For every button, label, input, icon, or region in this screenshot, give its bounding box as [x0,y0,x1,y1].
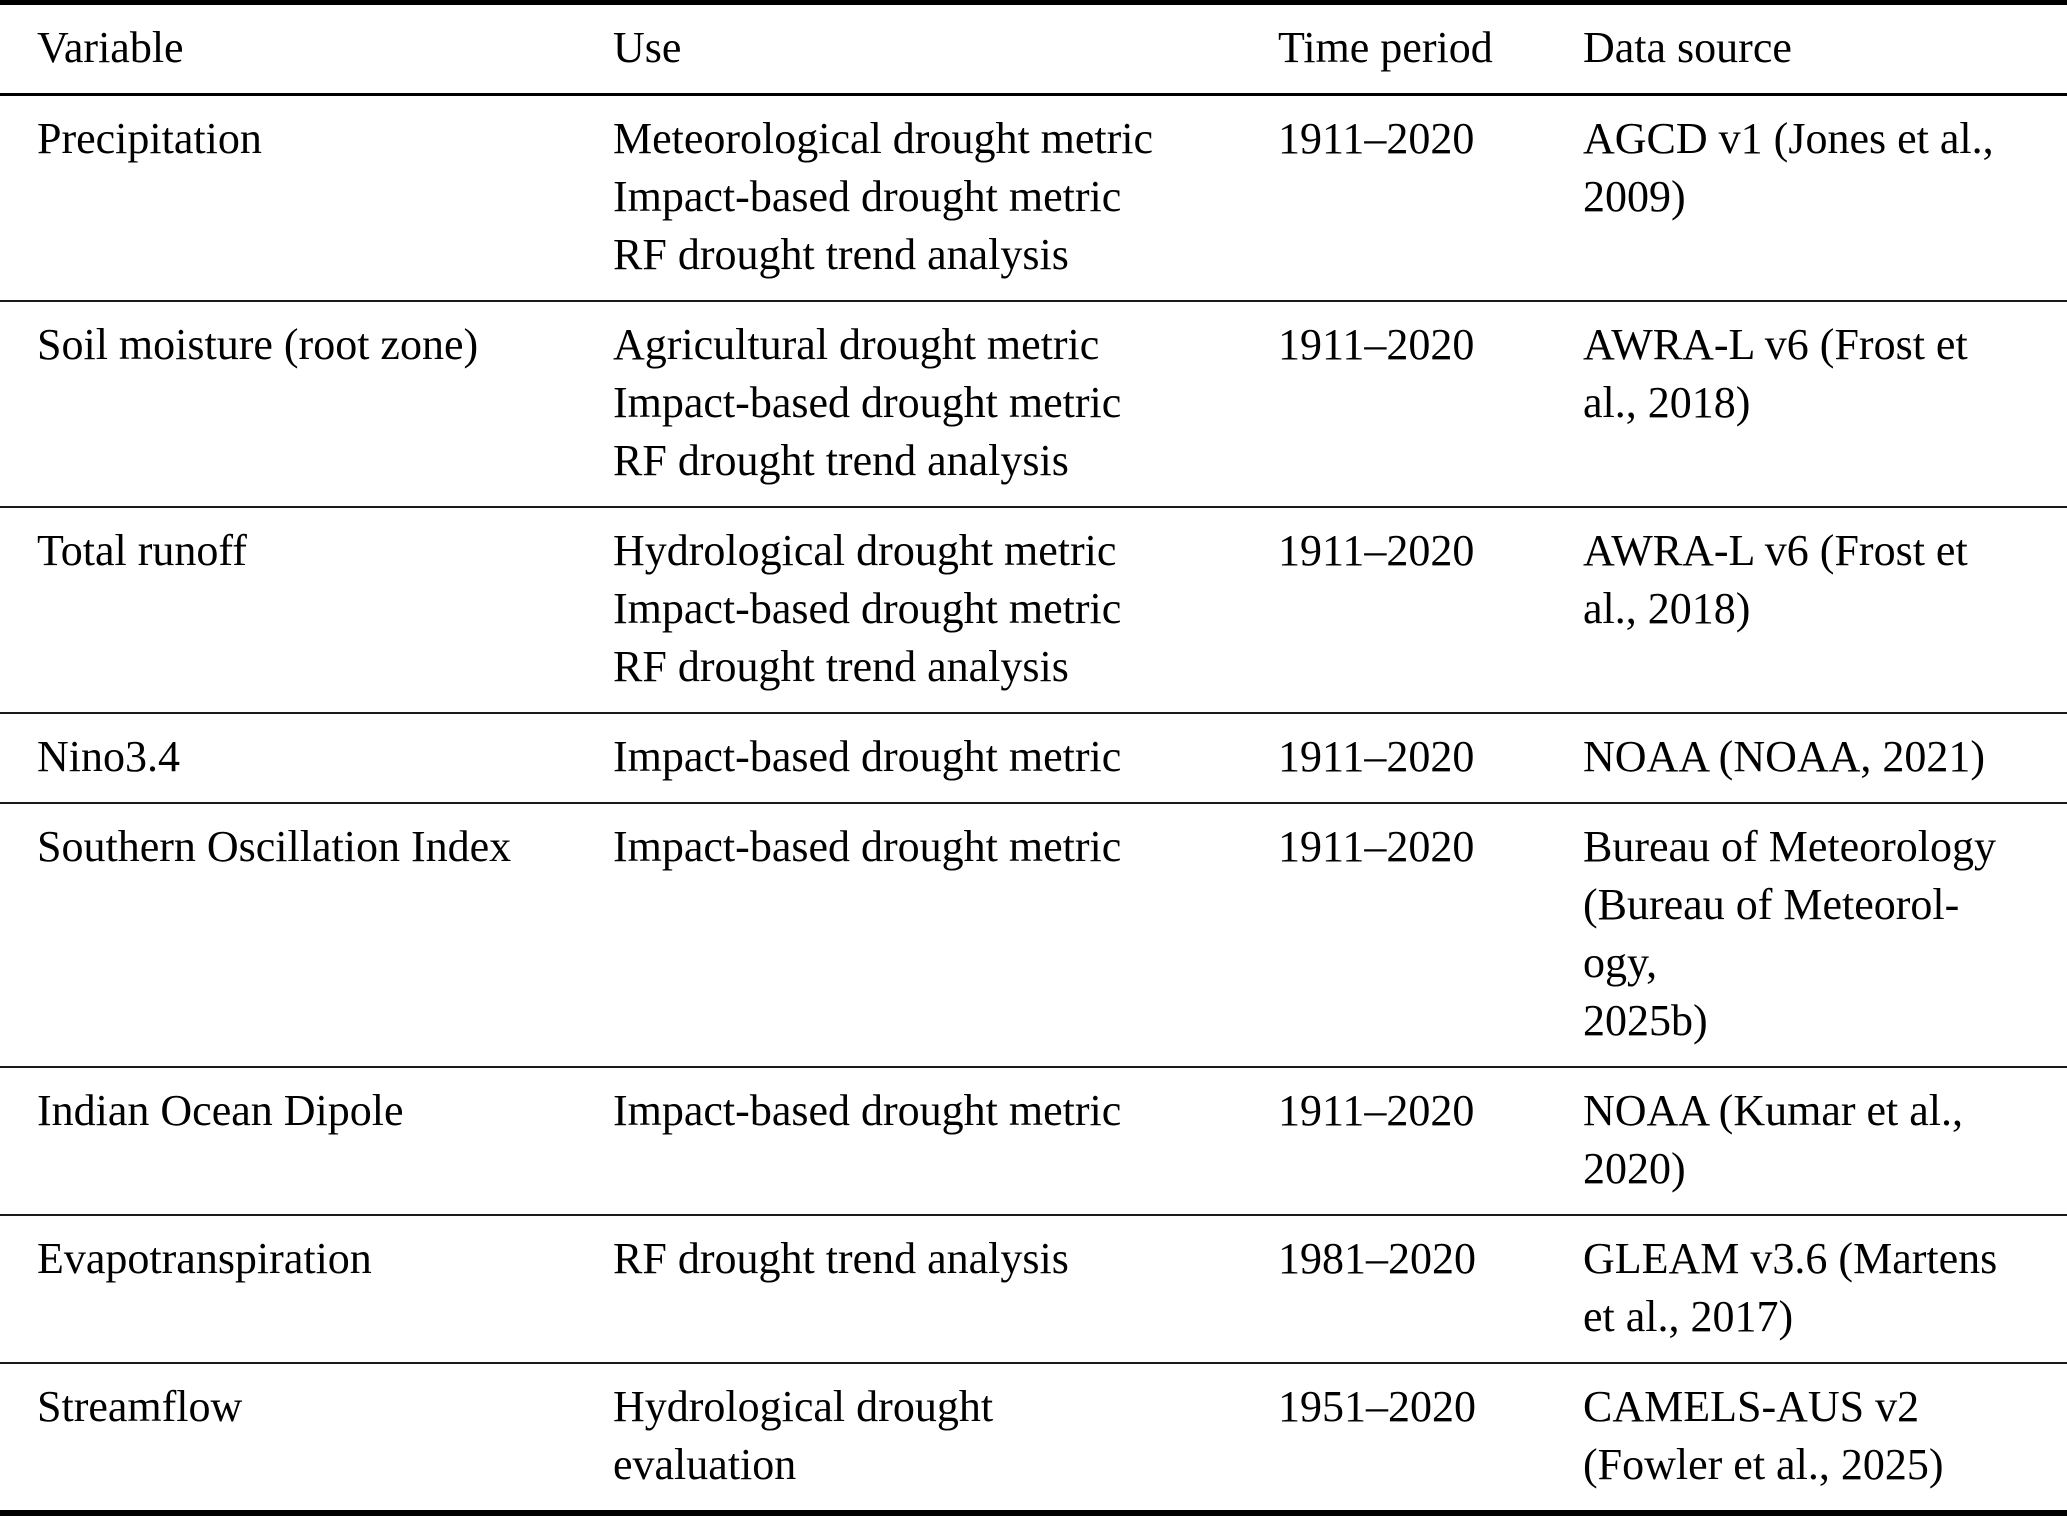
cell-variable: Streamflow [0,1362,613,1513]
cell-line: Soil moisture (root zone) [37,320,479,369]
column-header-data-source: Data source [1583,2,2067,96]
cell-variable: Indian Ocean Dipole [0,1066,613,1215]
cell-variable: Precipitation [0,93,613,301]
cell-line: GLEAM v3.6 (Martens [1583,1234,1998,1283]
cell-line: et al., 2017) [1583,1292,1794,1341]
cell-line: Impact-based drought metric [613,732,1122,781]
cell-line: Total runoff [37,526,247,575]
table-row: Evapotranspiration RF drought trend analy… [0,1214,2067,1363]
header-row: Variable Use Time period Data source [0,2,2067,96]
cell-line: (Bureau of Meteorol- [1583,880,1960,929]
cell-time-period: 1911–2020 [1278,93,1583,301]
cell-variable: Southern Oscillation Index [0,802,613,1067]
cell-line: AWRA-L v6 (Frost et [1583,526,1968,575]
cell-line: AWRA-L v6 (Frost et [1583,320,1968,369]
cell-time-period: 1911–2020 [1278,300,1583,507]
cell-time-period: 1951–2020 [1278,1362,1583,1513]
cell-line: 1911–2020 [1278,1086,1475,1135]
cell-line: Indian Ocean Dipole [37,1086,404,1135]
cell-line: Hydrological drought [613,1382,994,1431]
cell-line: 2009) [1583,172,1686,221]
table-row: Southern Oscillation Index Impact-based d… [0,802,2067,1067]
cell-time-period: 1911–2020 [1278,712,1583,803]
cell-line: CAMELS-AUS v2 [1583,1382,1920,1431]
cell-line: RF drought trend analysis [613,1234,1069,1283]
cell-use: Hydrological drought metric Impact-based … [613,506,1278,713]
cell-line: ogy, [1583,938,1658,987]
cell-line: 2025b) [1583,996,1708,1045]
cell-line: 1911–2020 [1278,526,1475,575]
cell-use: Meteorological drought metric Impact-base… [613,93,1278,301]
cell-variable: Soil moisture (root zone) [0,300,613,507]
cell-line: Meteorological drought metric [613,114,1154,163]
cell-line: Impact-based drought metric [613,172,1122,221]
cell-time-period: 1911–2020 [1278,506,1583,713]
cell-line: RF drought trend analysis [613,436,1069,485]
table-row: Total runoff Hydrological drought metric I… [0,506,2067,713]
cell-line: 1981–2020 [1278,1234,1476,1283]
cell-data-source: Bureau of Meteorology (Bureau of Meteorol… [1583,802,2067,1067]
cell-line: 1911–2020 [1278,320,1475,369]
cell-variable: Total runoff [0,506,613,713]
cell-data-source: GLEAM v3.6 (Martens et al., 2017) [1583,1214,2067,1363]
cell-time-period: 1911–2020 [1278,1066,1583,1215]
column-header-time-period: Time period [1278,2,1583,96]
cell-line: Precipitation [37,114,262,163]
cell-variable: Evapotranspiration [0,1214,613,1363]
cell-line: Impact-based drought metric [613,822,1122,871]
cell-data-source: CAMELS-AUS v2 (Fowler et al., 2025) [1583,1362,2067,1513]
cell-line: RF drought trend analysis [613,230,1069,279]
cell-use: RF drought trend analysis [613,1214,1278,1363]
cell-data-source: AWRA-L v6 (Frost et al., 2018) [1583,506,2067,713]
table-row: Soil moisture (root zone) Agricultural dr… [0,300,2067,507]
cell-line: AGCD v1 (Jones et al., [1583,114,1994,163]
cell-data-source: NOAA (NOAA, 2021) [1583,712,2067,803]
cell-line: Streamflow [37,1382,243,1431]
cell-data-source: AGCD v1 (Jones et al., 2009) [1583,93,2067,301]
cell-line: Nino3.4 [37,732,180,781]
cell-line: 1911–2020 [1278,822,1475,871]
cell-line: Bureau of Meteorology [1583,822,1996,871]
cell-line: (Fowler et al., 2025) [1583,1440,1944,1489]
cell-line: 1911–2020 [1278,732,1475,781]
cell-line: Southern Oscillation Index [37,822,512,871]
cell-data-source: NOAA (Kumar et al., 2020) [1583,1066,2067,1215]
cell-use: Impact-based drought metric [613,712,1278,803]
cell-line: NOAA (Kumar et al., [1583,1086,1964,1135]
table-row: Streamflow Hydrological drought evaluation… [0,1362,2067,1513]
cell-line: al., 2018) [1583,584,1751,633]
cell-line: RF drought trend analysis [613,642,1069,691]
cell-time-period: 1911–2020 [1278,802,1583,1067]
cell-line: NOAA (NOAA, 2021) [1583,732,1986,781]
cell-line: Impact-based drought metric [613,1086,1122,1135]
cell-use: Hydrological drought evaluation [613,1362,1278,1513]
table-row: Indian Ocean Dipole Impact-based drought … [0,1066,2067,1215]
cell-line: 2020) [1583,1144,1686,1193]
cell-line: Agricultural drought metric [613,320,1100,369]
cell-line: 1951–2020 [1278,1382,1476,1431]
cell-line: evaluation [613,1440,797,1489]
column-header-use: Use [613,2,1278,96]
cell-variable: Nino3.4 [0,712,613,803]
cell-line: al., 2018) [1583,378,1751,427]
cell-line: Hydrological drought metric [613,526,1117,575]
table-row: Precipitation Meteorological drought metr… [0,93,2067,301]
cell-line: Evapotranspiration [37,1234,372,1283]
cell-use: Agricultural drought metric Impact-based … [613,300,1278,507]
table-row: Nino3.4 Impact-based drought metric 1911–2… [0,712,2067,803]
table-body: Precipitation Meteorological drought metr… [0,93,2067,1513]
cell-use: Impact-based drought metric [613,1066,1278,1215]
column-header-variable: Variable [0,2,613,96]
cell-line: Impact-based drought metric [613,378,1122,427]
cell-time-period: 1981–2020 [1278,1214,1583,1363]
cell-line: Impact-based drought metric [613,584,1122,633]
cell-data-source: AWRA-L v6 (Frost et al., 2018) [1583,300,2067,507]
cell-use: Impact-based drought metric [613,802,1278,1067]
cell-line: 1911–2020 [1278,114,1475,163]
